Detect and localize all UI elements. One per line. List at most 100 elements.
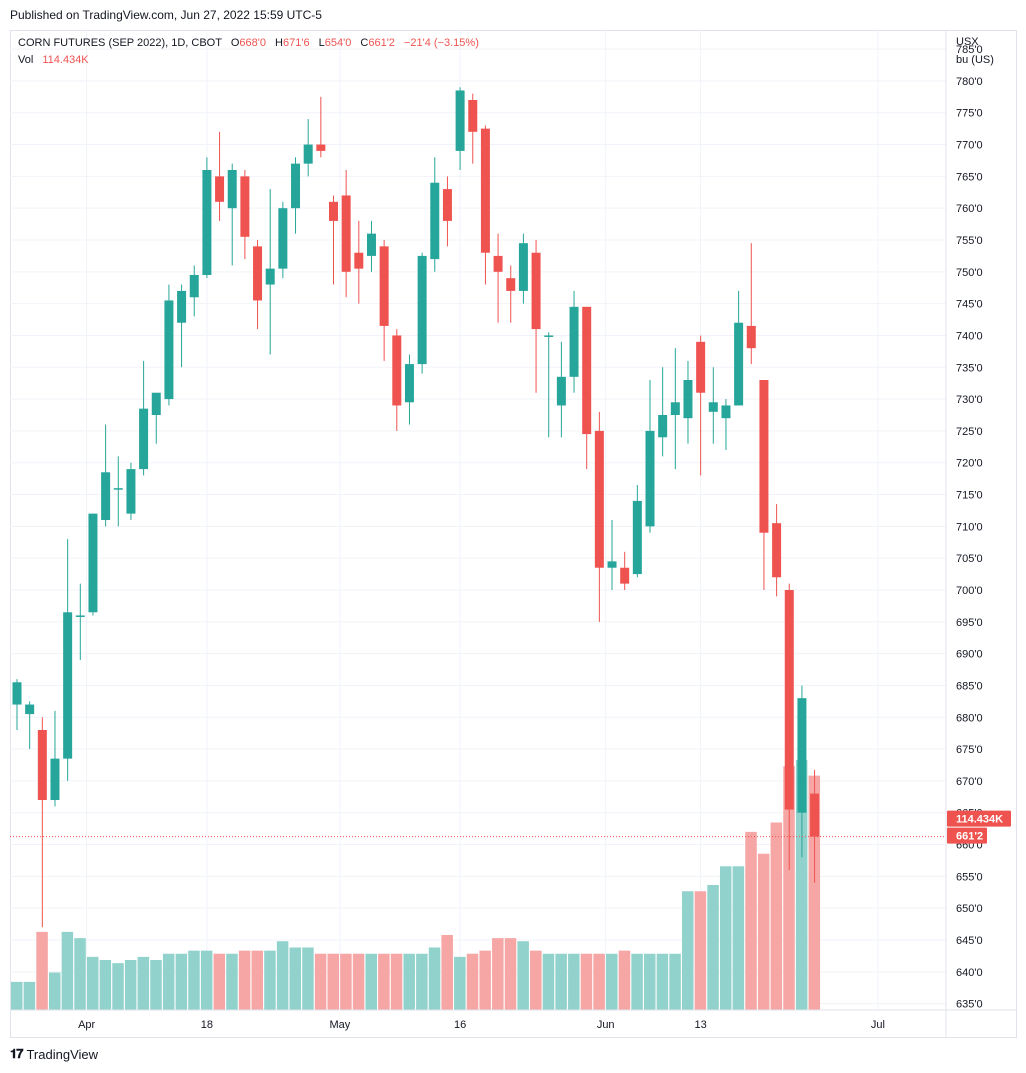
candle-body — [25, 704, 35, 715]
candle-body — [227, 170, 237, 209]
volume-bar — [606, 953, 618, 1010]
candle-body — [75, 615, 85, 617]
volume-bars — [11, 760, 821, 1010]
legend-symbol: CORN FUTURES (SEP 2022), 1D, CBOT — [18, 37, 222, 49]
x-tick-label: 16 — [454, 1019, 466, 1031]
candle-body — [139, 408, 149, 470]
volume-bar — [251, 950, 264, 1010]
candle-body — [607, 561, 617, 568]
y-tick-label: 685'0 — [956, 680, 983, 692]
volume-bar — [479, 950, 491, 1010]
candle-body — [113, 488, 123, 490]
candle-body — [63, 612, 73, 759]
y-tick-label: 755'0 — [956, 235, 983, 247]
volume-bar — [99, 960, 112, 1010]
y-tick-label: 675'0 — [956, 744, 983, 756]
volume-bar — [428, 947, 441, 1010]
candle-body — [50, 758, 60, 800]
candle-body — [658, 415, 668, 438]
x-tick-label: 18 — [201, 1019, 213, 1031]
volume-bar — [150, 960, 162, 1010]
y-tick-label: 700'0 — [956, 585, 983, 597]
volume-bar — [314, 953, 327, 1010]
volume-bar — [504, 938, 517, 1010]
x-tick-label: 13 — [695, 1019, 707, 1031]
y-tick-label: 640'0 — [956, 967, 983, 979]
candle-body — [215, 176, 225, 202]
volume-bar — [416, 953, 428, 1010]
candle-body — [189, 275, 199, 298]
candle-body — [430, 182, 440, 260]
volume-bar — [517, 941, 529, 1010]
volume-bar — [61, 931, 74, 1010]
candle-body — [379, 246, 389, 326]
y-tick-label: 725'0 — [956, 426, 983, 438]
volume-bar — [365, 953, 377, 1010]
volume-bar — [644, 953, 656, 1010]
y-tick-label: 720'0 — [956, 458, 983, 470]
candle-body — [620, 567, 630, 584]
volume-bar — [238, 950, 251, 1010]
candle-body — [772, 523, 782, 578]
candle-body — [670, 402, 680, 415]
legend-high-label: H — [275, 37, 283, 49]
y-tick-label: 670'0 — [956, 776, 983, 788]
candle-body — [797, 698, 807, 813]
y-tick-label: 765'0 — [956, 171, 983, 183]
candle-body — [329, 201, 338, 221]
candle-body — [12, 682, 22, 705]
volume-bar — [568, 953, 580, 1010]
candle-body — [291, 163, 301, 209]
candle-body — [544, 335, 554, 337]
volume-bar — [530, 950, 542, 1010]
y-tick-label: 785'0 — [956, 44, 983, 56]
svg-text:Vol 114.434K: Vol 114.434K — [18, 54, 89, 66]
candle-body — [202, 170, 212, 275]
volume-bar — [441, 935, 453, 1010]
volume-bar — [719, 866, 732, 1010]
y-tick-label: 780'0 — [956, 76, 983, 88]
x-tick-label: Jul — [871, 1019, 885, 1031]
legend-high-value: 671'6 — [283, 37, 310, 49]
candle-body — [480, 128, 490, 253]
volume-bar — [188, 950, 200, 1010]
candle-body — [366, 233, 376, 256]
volume-bar — [783, 766, 795, 1010]
svg-text:661'2: 661'2 — [956, 831, 983, 843]
y-tick-label: 760'0 — [956, 203, 983, 215]
legend-low-value: 654'0 — [325, 37, 352, 49]
volume-bar — [340, 953, 352, 1010]
candle-body — [278, 208, 288, 269]
volume-bar — [175, 953, 188, 1010]
candle-body — [177, 290, 187, 323]
y-tick-label: 740'0 — [956, 330, 983, 342]
volume-bar — [74, 938, 86, 1010]
volume-bar — [593, 953, 605, 1010]
y-tick-label: 650'0 — [956, 903, 983, 915]
time-axis: Apr 18 May 16 Jun 13 Jul — [78, 1019, 885, 1031]
price-axis: 635'0640'0645'0650'0655'0660'0665'0670'0… — [956, 44, 983, 1011]
y-tick-label: 690'0 — [956, 649, 983, 661]
volume-bar — [124, 960, 137, 1010]
candle-body — [708, 402, 718, 412]
legend-open-value: 668'0 — [239, 37, 266, 49]
legend-close-label: C — [360, 37, 368, 49]
candle-body — [316, 144, 326, 151]
axis-unit: bu (US) — [956, 54, 994, 66]
candle-body — [417, 255, 427, 365]
volume-bar — [378, 953, 390, 1010]
y-tick-label: 655'0 — [956, 871, 983, 883]
published-caption: Published on TradingView.com, Jun 27, 20… — [10, 8, 322, 22]
y-tick-label: 710'0 — [956, 521, 983, 533]
y-tick-label: 750'0 — [956, 267, 983, 279]
candle-body — [240, 176, 250, 237]
candlesticks — [12, 87, 820, 928]
volume-bar — [23, 981, 36, 1010]
price-badges: 114.434K 661'2 — [947, 810, 1011, 844]
volume-bar — [112, 963, 124, 1010]
volume-bar — [580, 953, 593, 1010]
footer: 𝟏𝟕 TradingView — [10, 1046, 98, 1062]
y-tick-label: 715'0 — [956, 490, 983, 502]
candle-body — [569, 306, 579, 377]
